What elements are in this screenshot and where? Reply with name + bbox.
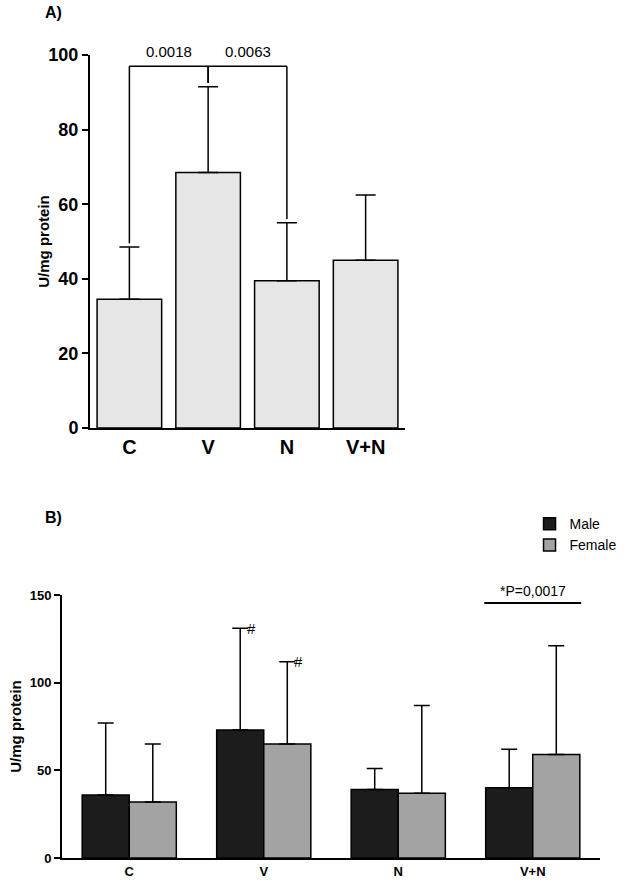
svg-text:U/mg protein: U/mg protein	[35, 195, 52, 288]
svg-text:150: 150	[30, 588, 52, 603]
svg-text:Female: Female	[570, 537, 617, 553]
svg-text:0: 0	[44, 851, 51, 866]
svg-text:#: #	[294, 653, 303, 670]
svg-text:V+N: V+N	[346, 436, 385, 458]
svg-text:C: C	[122, 436, 136, 458]
svg-text:100: 100	[30, 675, 52, 690]
svg-text:40: 40	[58, 269, 78, 289]
svg-text:N: N	[394, 864, 403, 879]
svg-text:Male: Male	[570, 516, 601, 532]
svg-text:0.0063: 0.0063	[225, 43, 271, 60]
svg-text:V: V	[259, 864, 268, 879]
svg-text:V: V	[201, 436, 215, 458]
svg-text:20: 20	[58, 344, 78, 364]
svg-text:80: 80	[58, 120, 78, 140]
svg-text:0.0018: 0.0018	[146, 43, 192, 60]
svg-text:*P=0,0017: *P=0,0017	[500, 583, 566, 599]
svg-text:60: 60	[58, 195, 78, 215]
svg-text:50: 50	[37, 763, 51, 778]
svg-text:100: 100	[48, 45, 78, 65]
svg-text:B): B)	[45, 509, 62, 526]
svg-text:#: #	[247, 620, 256, 637]
svg-text:U/mg protein: U/mg protein	[7, 680, 24, 773]
svg-text:C: C	[125, 864, 135, 879]
svg-text:0: 0	[68, 418, 78, 438]
svg-text:N: N	[280, 436, 294, 458]
svg-text:V+N: V+N	[520, 864, 546, 879]
svg-text:A): A)	[45, 4, 62, 21]
